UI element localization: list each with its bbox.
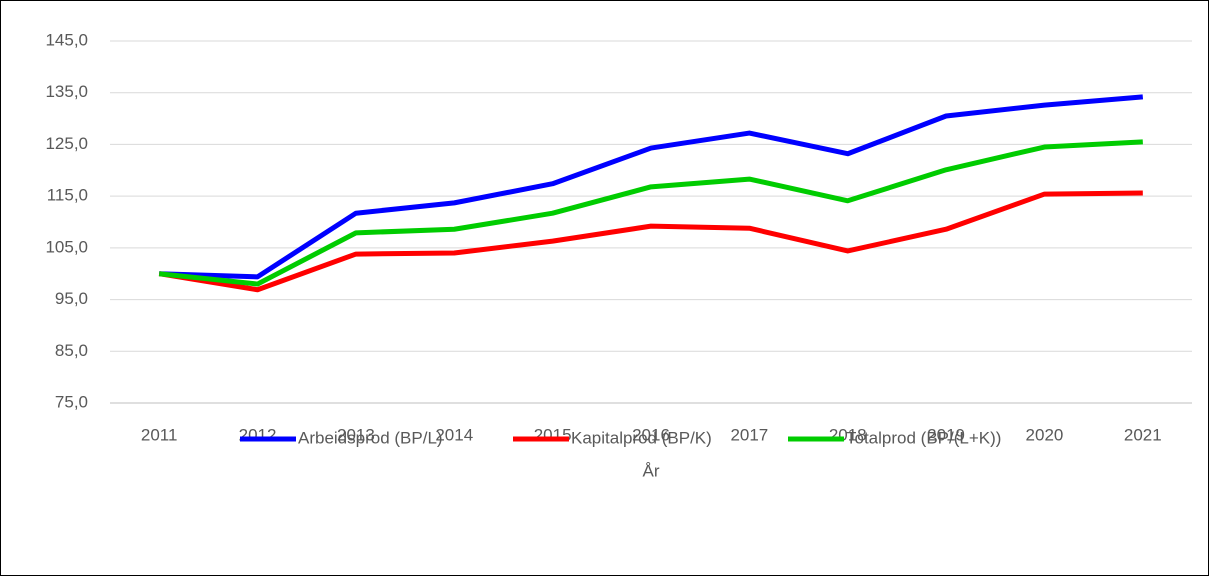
y-tick-label: 125,0 — [45, 134, 88, 153]
x-tick-label: 2016 — [632, 425, 670, 444]
y-tick-label: 85,0 — [55, 341, 88, 360]
x-tick-label: 2020 — [1026, 425, 1064, 444]
x-tick-label: 2021 — [1124, 425, 1162, 444]
x-tick-label: 2013 — [337, 425, 375, 444]
x-tick-label: 2015 — [534, 425, 572, 444]
line-series — [158, 190, 1143, 293]
line-series — [159, 94, 1144, 280]
y-tick-label: 115,0 — [47, 186, 88, 205]
x-tick-label: 2012 — [239, 425, 277, 444]
x-tick-label: 2019 — [927, 425, 965, 444]
x-tick-label: 2011 — [141, 425, 178, 444]
legend-label: Kapitalprod (BP/K) — [571, 428, 712, 447]
x-axis-title: År — [643, 461, 660, 480]
y-tick-label: 145,0 — [45, 30, 88, 49]
x-tick-label: 2017 — [730, 425, 768, 444]
y-tick-label: 135,0 — [45, 82, 88, 101]
x-tick-label: 2014 — [435, 425, 473, 444]
y-tick-label: 95,0 — [55, 289, 88, 308]
legend-label: Arbeidsprod (BP/L) — [298, 428, 443, 447]
y-tick-label: 75,0 — [55, 392, 88, 411]
y-tick-label: 105,0 — [45, 237, 88, 256]
line-series — [158, 139, 1143, 287]
legend-label: Totalprod (BP/(L+K)) — [846, 428, 1001, 447]
